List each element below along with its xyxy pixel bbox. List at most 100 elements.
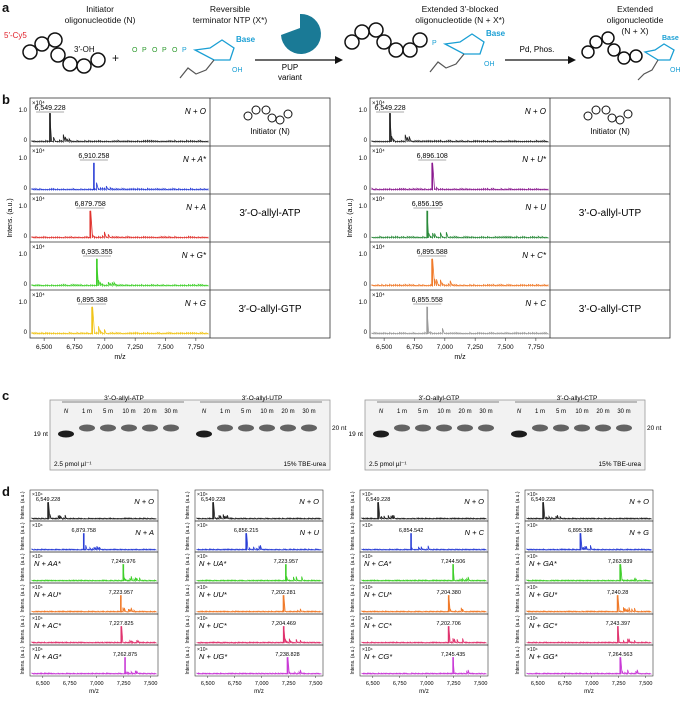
b-row-label: N + C	[525, 299, 546, 308]
d-xtick-label: 7,250	[447, 681, 461, 687]
d-mass-label: 7,223.957	[109, 590, 133, 596]
d-row-label: N + AG*	[34, 652, 63, 661]
d-ylabel: Intens. (a.u.)	[515, 615, 521, 643]
c-lane-label: 20 m	[596, 409, 609, 415]
c-lane-label: 1 m	[220, 409, 230, 415]
c-band	[595, 424, 611, 432]
pup-enzyme-icon	[281, 13, 321, 54]
d-xtick-label: 7,000	[90, 681, 104, 687]
enzyme-name: PUP	[282, 63, 298, 72]
c-gel-type-label: 15% TBE-urea	[283, 461, 326, 468]
b-initiator-bead	[591, 105, 601, 115]
d-row-label: N + AC*	[34, 621, 62, 630]
d-col-0-row-1-trace	[31, 545, 157, 552]
b-ytick: 0	[24, 138, 28, 144]
d-exp-label: ×10⁴	[197, 492, 208, 498]
b-ytick: 1.0	[359, 156, 368, 162]
c-group-label: 3′-O-allyl-CTP	[557, 395, 598, 402]
b-left-row-2-trace	[31, 210, 209, 240]
c-group-label: 3′-O-allyl-UTP	[242, 395, 283, 402]
b-xtick-label: 7,500	[157, 344, 174, 351]
b-row-label: N + G*	[182, 251, 207, 260]
d-row-label: N + AA*	[34, 559, 62, 568]
b-mass-label: 6,549.228	[375, 105, 406, 112]
d-xtick-label: 6,500	[36, 681, 50, 687]
b-mass-label: 6,856.195	[412, 201, 443, 208]
d-row-label: N + O	[299, 497, 319, 506]
d-row-label: N + O	[134, 497, 154, 506]
d-xtick-label: 7,500	[144, 681, 158, 687]
b-ylabel: Intens. (a.u.)	[7, 198, 14, 237]
b-ytick: 1.0	[19, 252, 28, 258]
svg-text:P: P	[162, 47, 167, 54]
b-initiator-bead	[275, 115, 285, 125]
extended-strand	[581, 31, 643, 65]
b-ytick: 0	[364, 186, 368, 192]
b-struct-initiator: Initiator (N)	[250, 127, 290, 136]
extended-caption: Extended oligonucleotide (N + X)	[606, 4, 664, 36]
c-lane-label: 5 m	[418, 409, 428, 415]
c-lane-label: 1 m	[535, 409, 545, 415]
panel-b-spectra: ×10⁴ 0 1.0 6,549.228 N + O ×10⁴ 0 1.0 6,910.258 N…	[7, 97, 671, 361]
d-exp-label: ×10⁴	[197, 616, 208, 622]
d-xtick-label: 7,000	[255, 681, 269, 687]
d-col-3-row-5-trace	[526, 657, 652, 676]
d-xtick-label: 7,500	[639, 681, 653, 687]
b-xtick-label: 7,750	[188, 344, 205, 351]
sugar-extended	[643, 43, 675, 61]
b-exp-label: ×10⁴	[372, 100, 385, 107]
b-exp-label: ×10⁴	[32, 292, 45, 299]
d-ylabel: Intens. (a.u.)	[185, 615, 191, 643]
svg-text:Base: Base	[662, 35, 679, 42]
d-col-1-row-4-trace	[196, 626, 322, 645]
b-exp-label: ×10⁴	[32, 196, 45, 203]
c-lane-label: 1 m	[397, 409, 407, 415]
d-xtick-label: 6,750	[63, 681, 77, 687]
d-row-label: N + UU*	[199, 590, 228, 599]
d-col-2-row-4-trace	[361, 626, 487, 644]
d-ylabel: Intens. (a.u.)	[350, 584, 356, 612]
d-mass-label: 7,243.397	[606, 621, 630, 627]
d-ylabel: Intens. (a.u.)	[185, 584, 191, 612]
panel-a-label: a	[2, 0, 10, 15]
d-xtick-label: 7,250	[282, 681, 296, 687]
c-lane-label: 30 m	[479, 409, 492, 415]
b-row-label: N + O	[525, 107, 546, 116]
c-lane-label: 5 m	[241, 409, 251, 415]
d-mass-label: 7,202.706	[436, 621, 460, 627]
sugar-blocked	[442, 33, 485, 55]
d-exp-label: ×10⁴	[527, 616, 538, 622]
c-gel-type-label: 15% TBE-urea	[598, 461, 641, 468]
d-ylabel: Intens. (a.u.)	[350, 491, 356, 519]
d-row-label: N + CC*	[364, 621, 393, 630]
c-band	[532, 424, 548, 432]
c-group-label: 3′-O-allyl-GTP	[419, 395, 460, 402]
d-ylabel: Intens. (a.u.)	[515, 491, 521, 519]
b-initiator-bead	[251, 105, 261, 115]
b-struct-initiator: Initiator (N)	[590, 127, 630, 136]
b-struct-label: 3′-O-allyl-CTP	[579, 304, 642, 315]
b-right-row-4-trace	[371, 306, 549, 336]
terminator-caption: Reversible terminator NTP (X*)	[192, 4, 268, 25]
c-lane-label: 20 m	[281, 409, 294, 415]
d-row-label: N + GU*	[529, 590, 558, 599]
panel-c-label: c	[2, 388, 10, 403]
svg-text:OH: OH	[484, 61, 495, 68]
b-ytick: 0	[364, 138, 368, 144]
d-row-label: N + CU*	[364, 590, 393, 599]
d-mass-label: 7,245.435	[441, 652, 465, 658]
c-conc-label: 2.5 pmol µl⁻¹	[54, 461, 92, 468]
svg-text:P: P	[142, 47, 147, 54]
d-col-0-row-3-trace	[31, 607, 157, 614]
d-mass-label: 7,227.825	[109, 621, 133, 627]
b-mass-label: 6,895.588	[417, 249, 448, 256]
b-exp-label: ×10⁴	[372, 292, 385, 299]
c-lane-label: N	[202, 409, 207, 415]
c-20nt-label: 20 nt	[332, 425, 347, 432]
d-exp-label: ×10⁴	[362, 585, 373, 591]
c-band	[511, 430, 527, 438]
d-ylabel: Intens. (a.u.)	[515, 584, 521, 612]
d-mass-label: 6,549.228	[366, 497, 390, 503]
c-band	[121, 424, 137, 432]
b-ytick: 0	[24, 282, 28, 288]
